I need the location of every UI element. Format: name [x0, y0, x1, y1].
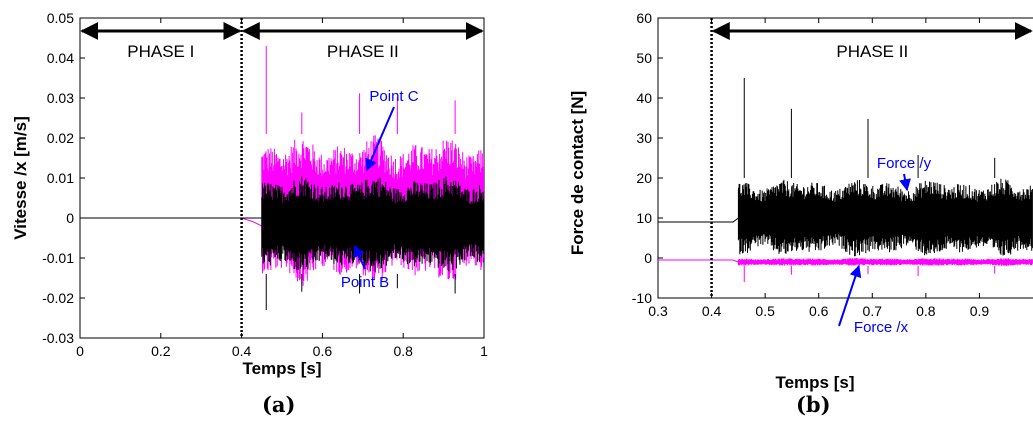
- panel-b-series: [658, 78, 1033, 282]
- x-tick-label: 0.6: [313, 343, 333, 359]
- y-tick-label: -0.01: [42, 250, 74, 266]
- x-tick-label: 1: [480, 343, 488, 359]
- x-tick-label: 0.4: [232, 343, 252, 359]
- annotation-label: Force /x: [854, 319, 909, 336]
- panel-b-y-axis-label: Force de contact [N]: [568, 91, 587, 255]
- y-tick-label: 0.05: [47, 10, 74, 26]
- y-tick-label: 60: [636, 10, 652, 26]
- y-tick-label: 30: [636, 130, 652, 146]
- phase-label: PHASE II: [836, 42, 908, 61]
- panel-a-x-axis-label: Temps [s]: [242, 359, 321, 378]
- x-tick-label: 0.2: [151, 343, 171, 359]
- y-tick-label: 20: [636, 170, 652, 186]
- panel-a-y-axis-label: Vitesse /x [m/s]: [11, 116, 30, 239]
- phase-label: PHASE II: [327, 42, 399, 61]
- y-tick-label: 0.03: [47, 90, 74, 106]
- y-tick-label: 10: [636, 210, 652, 226]
- panel-a-caption: (a): [262, 392, 296, 417]
- series-band: [737, 178, 1033, 257]
- annotation-label: Point B: [341, 274, 389, 291]
- panel-a: 0 0.2 0.4 0.6 0.8 1 -0.03 -0.02 -0.01 0 0.01 0.02 0.…: [11, 10, 488, 378]
- series-band: [737, 258, 1033, 266]
- series-force-x: [658, 258, 1033, 282]
- panel-b-phase-markers: PHASE II: [710, 18, 1033, 298]
- x-tick-label: 0.3: [648, 303, 668, 319]
- panel-a-ticks: 0 0.2 0.4 0.6 0.8 1 -0.03 -0.02 -0.01 0 0.01 0.02 0.…: [42, 10, 488, 359]
- y-tick-label: 0.04: [47, 50, 74, 66]
- panel-a-phase-markers: PHASE I PHASE II: [80, 18, 484, 338]
- annotation-label: Force /y: [877, 155, 932, 172]
- y-tick-label: 0.02: [47, 130, 74, 146]
- panel-b: 0.3 0.4 0.5 0.6 0.7 0.8 0.9 -10 0 10 20 30 40 50 60 PH…: [568, 10, 1033, 392]
- annotation-arrow: [838, 264, 862, 327]
- y-tick-label: 40: [636, 90, 652, 106]
- panel-b-x-axis-label: Temps [s]: [775, 373, 854, 392]
- series-line: [658, 259, 739, 263]
- x-tick-label: 0.4: [702, 303, 722, 319]
- panel-b-ticks: 0.3 0.4 0.5 0.6 0.7 0.8 0.9 -10 0 10 20 30 40 50 60: [632, 10, 990, 319]
- annotation-label: Point C: [369, 88, 418, 105]
- annotation-arrow: [353, 244, 366, 270]
- x-tick-label: 0.5: [755, 303, 775, 319]
- x-tick-label: 0.6: [809, 303, 829, 319]
- series-line: [658, 217, 739, 223]
- annotation-arrow: [365, 106, 395, 172]
- y-tick-label: 0: [66, 210, 74, 226]
- x-tick-label: 0.8: [393, 343, 413, 359]
- y-tick-label: 0.01: [47, 170, 74, 186]
- x-tick-label: 0: [76, 343, 84, 359]
- y-tick-label: -0.03: [42, 330, 74, 346]
- phase-label: PHASE I: [127, 42, 194, 61]
- y-tick-label: -0.02: [42, 290, 74, 306]
- panel-b-caption: (b): [796, 392, 831, 417]
- x-tick-label: 0.7: [863, 303, 883, 319]
- x-tick-label: 0.9: [970, 303, 990, 319]
- x-tick-label: 0.8: [916, 303, 936, 319]
- y-tick-label: 0: [644, 250, 652, 266]
- panel-b-annotations: Force /y Force /x: [838, 155, 932, 336]
- y-tick-label: -10: [632, 290, 652, 306]
- panel-a-annotations: Point C Point B: [341, 88, 419, 291]
- series-force-y: [658, 78, 1033, 257]
- annotation-arrow: [899, 173, 911, 192]
- panel-b-plot-frame: [657, 17, 1033, 299]
- series-band: [261, 176, 484, 272]
- y-tick-label: 50: [636, 50, 652, 66]
